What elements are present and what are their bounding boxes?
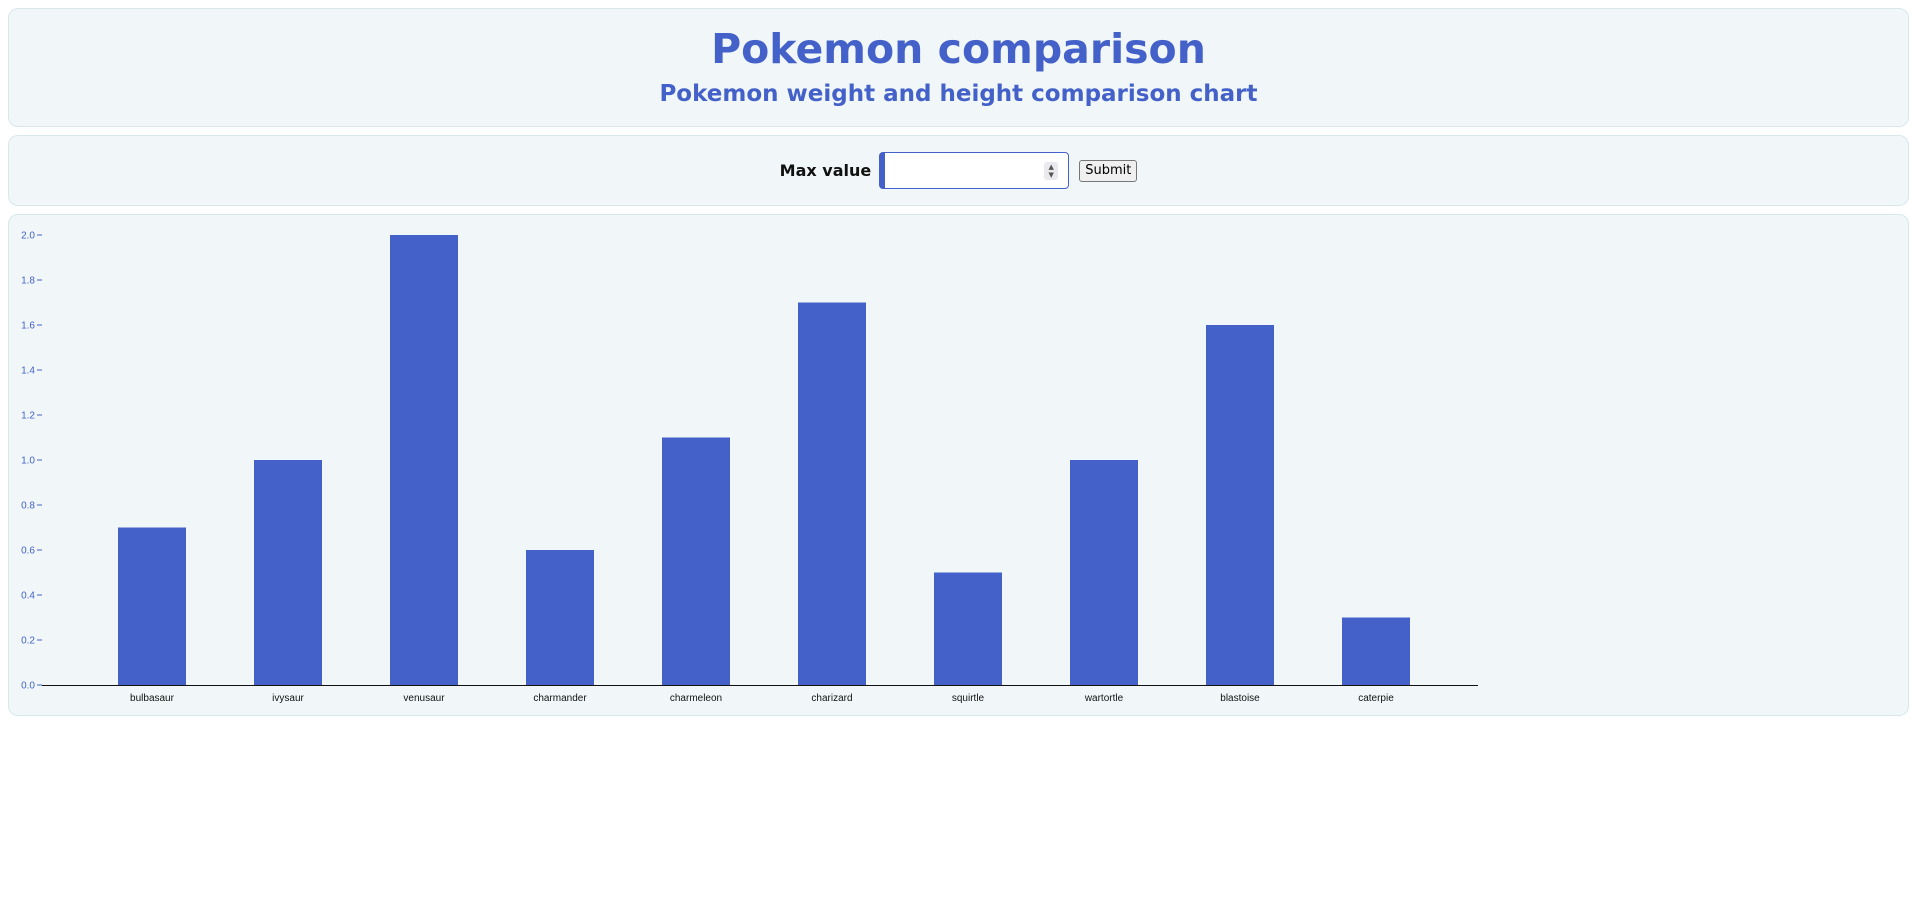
bar-caterpie	[1342, 617, 1410, 685]
bar-bulbasaur	[118, 527, 186, 685]
y-tick-label: 0.6	[21, 546, 35, 557]
spin-down-icon[interactable]: ▼	[1048, 171, 1054, 179]
bar-charizard	[798, 302, 866, 685]
x-tick-label: squirtle	[952, 693, 985, 704]
spin-up-icon[interactable]: ▲	[1048, 163, 1054, 171]
bar-blastoise	[1206, 325, 1274, 685]
x-tick-label: ivysaur	[272, 693, 304, 704]
y-tick-label: 2.0	[21, 231, 35, 242]
page-title: Pokemon comparison	[711, 25, 1206, 73]
x-tick-label: venusaur	[403, 693, 445, 704]
x-tick-label: charizard	[811, 693, 852, 704]
bar-charmeleon	[662, 437, 730, 685]
x-tick-label: caterpie	[1358, 693, 1394, 704]
bar-chart: 0.0 0.2 0.4 0.6 0.8 1.0 1.2 1.4 1.6 1.8 2.0 bulbasa…	[21, 231, 1478, 704]
chart-panel: 0.0 0.2 0.4 0.6 0.8 1.0 1.2 1.4 1.6 1.8 2.0 bulbasa…	[8, 214, 1909, 716]
bar-squirtle	[934, 572, 1002, 685]
y-tick-label: 1.8	[21, 276, 35, 287]
x-tick-label: wartortle	[1084, 693, 1124, 704]
header-panel: Pokemon comparison Pokemon weight and he…	[8, 8, 1909, 127]
number-spinner[interactable]: ▲ ▼	[1044, 162, 1059, 180]
x-tick-label: charmander	[533, 693, 587, 704]
y-tick-label: 0.4	[21, 591, 35, 602]
controls-panel: Max value ▲ ▼ Submit	[8, 135, 1909, 206]
max-value-input[interactable]	[885, 153, 1036, 188]
bar-venusaur	[390, 235, 458, 685]
x-tick-label: charmeleon	[670, 693, 722, 704]
x-tick-label: bulbasaur	[130, 693, 175, 704]
bar-ivysaur	[254, 460, 322, 685]
page-subtitle: Pokemon weight and height comparison cha…	[659, 81, 1258, 107]
max-value-field[interactable]: ▲ ▼	[879, 152, 1070, 189]
y-tick-label: 0.0	[21, 681, 35, 692]
max-value-label: Max value	[779, 161, 872, 180]
y-tick-label: 1.4	[21, 366, 35, 377]
bar-charmander	[526, 550, 594, 685]
max-value-form: Max value ▲ ▼ Submit	[9, 152, 1908, 189]
submit-button[interactable]: Submit	[1079, 159, 1138, 182]
y-tick-label: 1.6	[21, 321, 35, 332]
y-tick-label: 0.2	[21, 636, 35, 647]
x-tick-label: blastoise	[1220, 693, 1260, 704]
y-tick-label: 1.0	[21, 456, 35, 467]
y-tick-label: 1.2	[21, 411, 35, 422]
bar-wartortle	[1070, 460, 1138, 685]
y-tick-label: 0.8	[21, 501, 35, 512]
